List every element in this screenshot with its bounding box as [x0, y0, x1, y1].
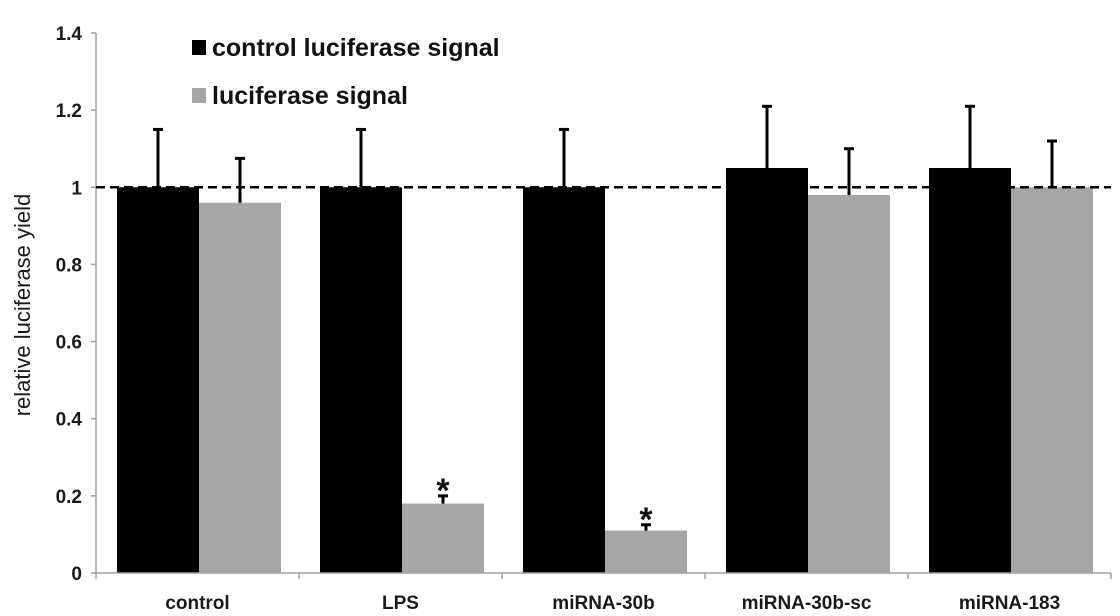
x-category-label: control	[165, 593, 229, 614]
y-tick-label: 1.2	[56, 101, 82, 122]
y-tick-label: 0.2	[56, 487, 82, 508]
bars: **	[117, 104, 1093, 574]
bar	[605, 530, 687, 573]
x-category-label: LPS	[382, 593, 419, 614]
y-tick-label: 0.6	[56, 333, 82, 354]
x-axis: control LPS miRNA-30b miRNA-30b-sc miRNA-183	[92, 572, 1112, 614]
y-tick-label: 1.4	[56, 24, 83, 45]
bar	[808, 195, 890, 573]
bar	[523, 187, 605, 574]
y-axis: 0 0.2 0.4 0.6 0.8 1 1.2 1.4	[56, 24, 97, 585]
y-tick-label: 0.8	[56, 255, 82, 276]
legend-swatch	[192, 88, 206, 103]
legend: control luciferase signal luciferase sign…	[192, 34, 500, 110]
bar	[199, 202, 281, 573]
bar	[117, 187, 199, 574]
x-category-label: miRNA-183	[959, 593, 1060, 614]
x-category-label: miRNA-30b	[552, 593, 654, 614]
y-tick-label: 0.4	[56, 410, 83, 431]
x-category-label: miRNA-30b-sc	[742, 593, 872, 614]
significance-star: *	[639, 501, 653, 539]
y-tick-label: 1	[71, 178, 82, 199]
y-axis-label: relative luciferase yield	[10, 194, 35, 417]
bar	[1011, 187, 1093, 574]
bar	[320, 187, 402, 574]
significance-star: *	[436, 472, 450, 510]
legend-label: control luciferase signal	[212, 34, 500, 62]
bar	[726, 168, 808, 573]
bar	[402, 503, 484, 573]
bar	[929, 168, 1011, 573]
legend-swatch	[192, 40, 206, 55]
y-tick-label: 0	[71, 564, 82, 585]
legend-label: luciferase signal	[212, 82, 408, 110]
